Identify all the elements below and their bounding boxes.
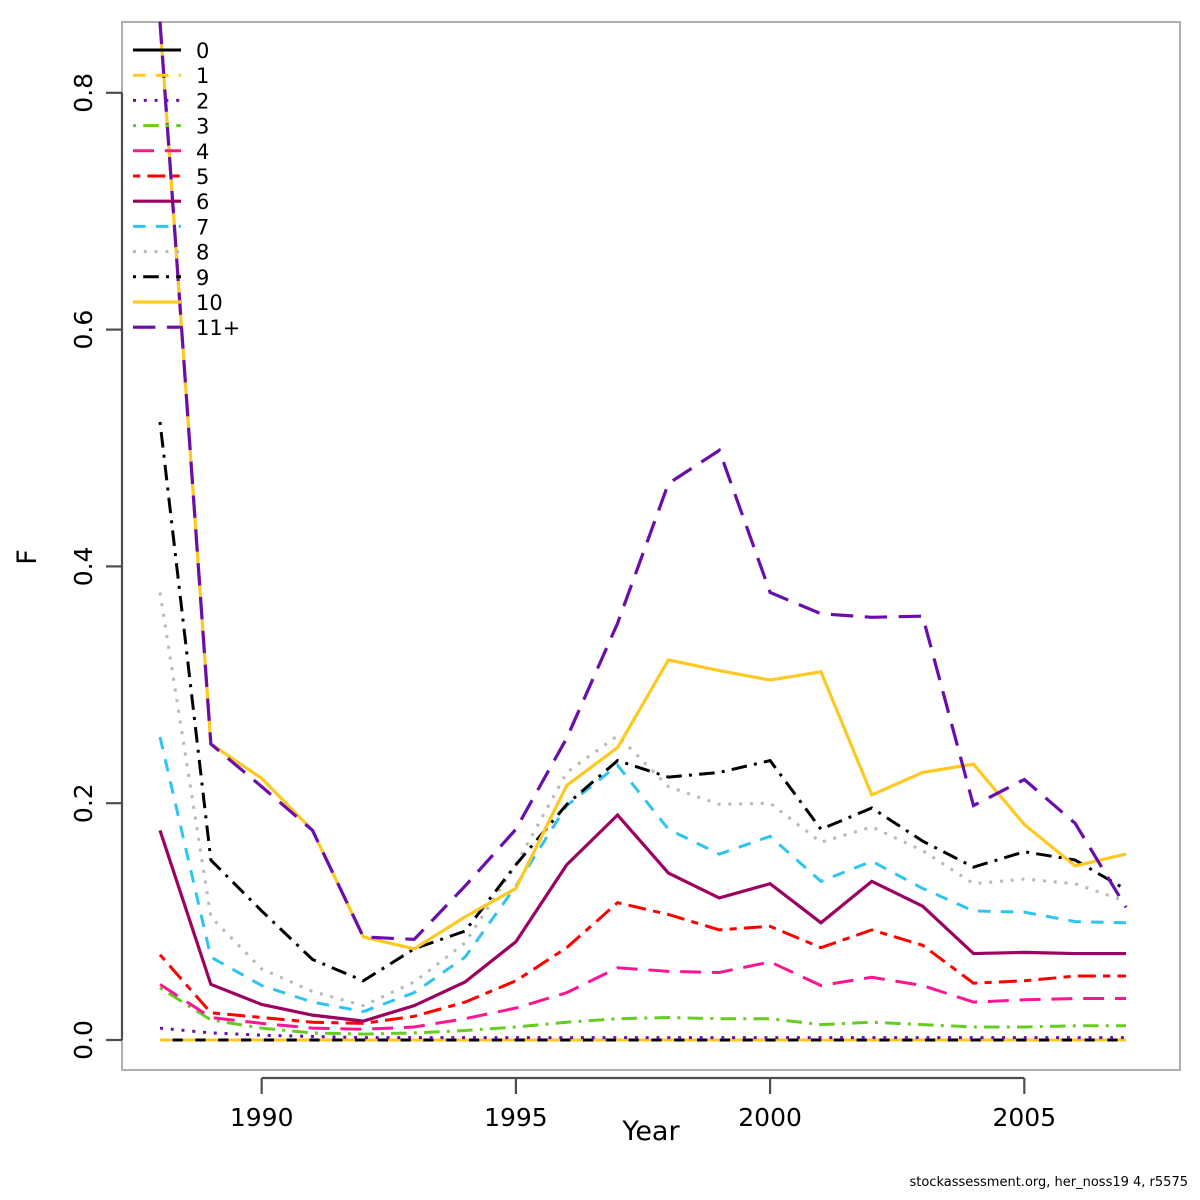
- axis-layer: 0.0 0.2 0.4 0.6 0.8 1990 1995 2000 2005: [69, 73, 1056, 1132]
- legend-label-1: 1: [196, 64, 209, 88]
- series-layer: [158, 21, 1128, 1042]
- series-line-10: [158, 21, 1127, 951]
- series-line-9: [158, 421, 1127, 983]
- legend-label-2: 2: [196, 89, 209, 113]
- y-tick-label: 0.6: [69, 310, 98, 350]
- y-tick-label: 0.2: [69, 783, 98, 823]
- legend-label-7: 7: [196, 215, 209, 239]
- legend-label-0: 0: [196, 39, 209, 63]
- legend-label-3: 3: [196, 115, 209, 139]
- x-tick-label: 2005: [993, 1103, 1057, 1132]
- series-line-3: [159, 986, 1126, 1036]
- x-tick-label: 1990: [230, 1103, 294, 1132]
- y-axis-title: F: [12, 549, 43, 565]
- y-tick-label: 0.0: [69, 1020, 98, 1060]
- x-tick-label: 1995: [484, 1103, 548, 1132]
- plot-frame: [121, 21, 1181, 1071]
- legend-label-6: 6: [196, 190, 209, 214]
- series-line-11plus: [158, 21, 1128, 941]
- series-line-5: [158, 901, 1126, 1025]
- series-line-7: [158, 736, 1127, 1014]
- x-tick-label: 2000: [738, 1103, 802, 1132]
- footer-caption: stockassessment.org, her_noss19 4, r5575: [909, 1175, 1188, 1190]
- series-line-6: [158, 812, 1126, 1023]
- legend-label-4: 4: [196, 140, 209, 164]
- legend-label-11plus: 11+: [196, 316, 240, 340]
- legend-label-10: 10: [196, 291, 223, 315]
- legend-label-5: 5: [196, 165, 209, 189]
- y-tick-label: 0.8: [69, 73, 98, 113]
- legend-label-9: 9: [196, 266, 209, 290]
- legend-label-8: 8: [196, 241, 209, 265]
- y-tick-label: 0.4: [69, 547, 98, 587]
- series-line-8: [158, 592, 1127, 1008]
- x-axis-title: Year: [621, 1116, 680, 1147]
- series-line-4: [159, 960, 1126, 1031]
